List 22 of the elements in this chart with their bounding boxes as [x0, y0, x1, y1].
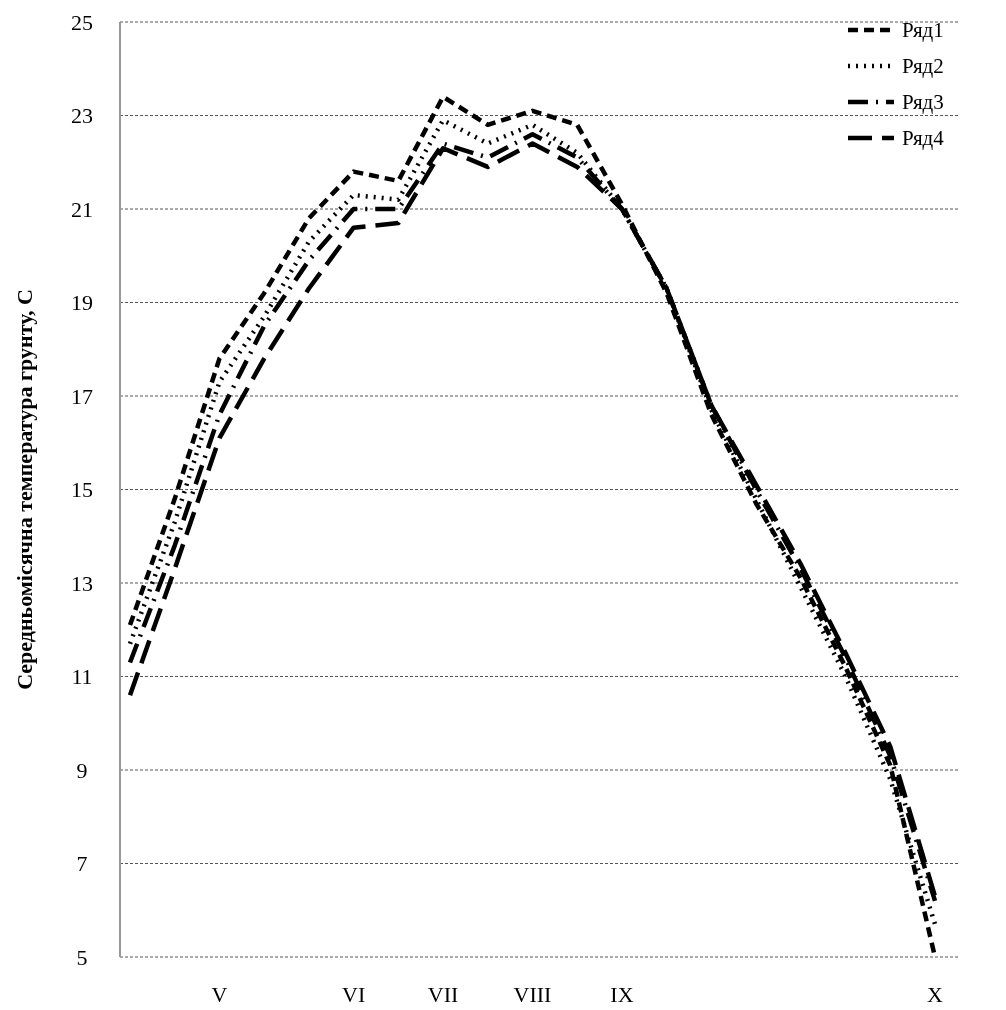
y-tick-label: 7 [76, 851, 88, 877]
y-tick-label: 15 [71, 477, 93, 503]
y-tick-label: 11 [71, 664, 93, 690]
y-tick-label: 9 [76, 757, 88, 783]
y-tick-label: 17 [71, 383, 93, 409]
x-tick-label: IX [610, 982, 634, 1007]
legend-label: Ряд2 [902, 54, 944, 79]
y-tick-label: 5 [76, 944, 88, 970]
legend-label: Ряд3 [902, 90, 944, 115]
x-tick-label: VII [427, 982, 459, 1007]
legend-label: Ряд1 [902, 18, 944, 43]
y-tick-label: 25 [71, 9, 93, 35]
legend-label: Ряд4 [902, 126, 945, 151]
x-tick-label: VI [342, 982, 366, 1007]
y-axis-title: Середньомісячна температура грунту, С [11, 289, 37, 690]
x-tick-label: V [211, 982, 228, 1007]
y-tick-label: 13 [71, 570, 93, 596]
x-tick-label: X [927, 982, 944, 1007]
y-tick-label: 19 [71, 290, 93, 316]
y-tick-label: 23 [71, 103, 93, 129]
y-tick-label: 21 [71, 196, 93, 222]
x-tick-label: VIII [513, 982, 552, 1007]
